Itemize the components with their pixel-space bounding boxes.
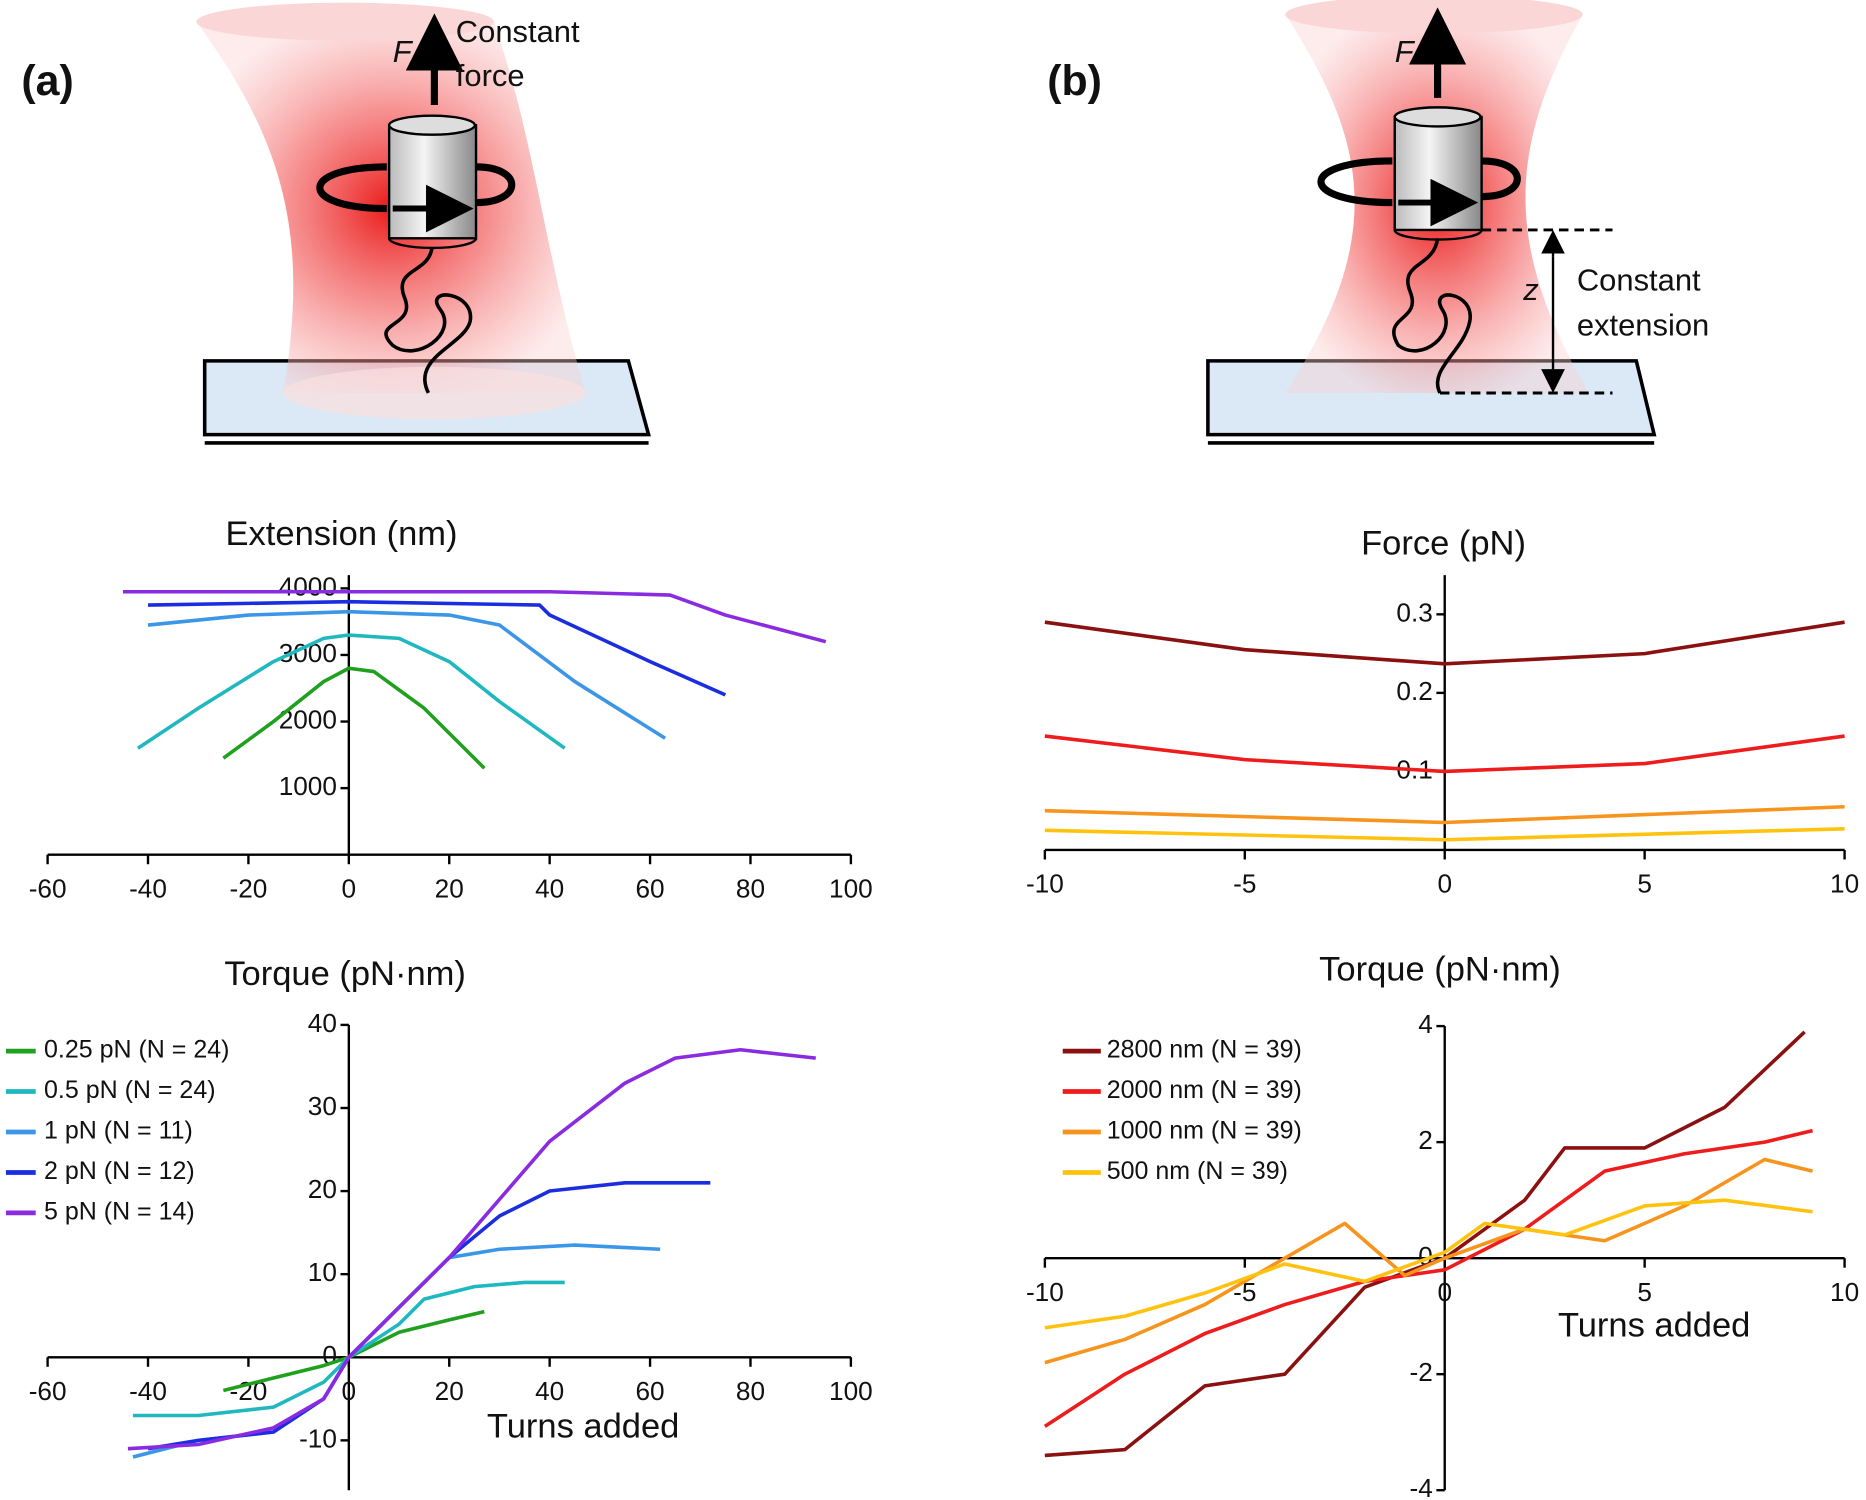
x-tick-label: 60 [636, 873, 665, 903]
x-tick-label: 0 [342, 1376, 357, 1406]
x-tick-label: -40 [129, 873, 167, 903]
x-tick-label: 60 [636, 1376, 665, 1406]
series-line [122, 589, 827, 644]
y-tick-label: -2 [1410, 1357, 1433, 1387]
x-tick-label: -5 [1233, 869, 1256, 899]
x-tick-label: -20 [230, 873, 268, 903]
y-tick-label: 40 [308, 1008, 337, 1038]
y-tick-label: -10 [299, 1423, 337, 1453]
series-line [1044, 1198, 1813, 1330]
force-label: F [393, 34, 414, 69]
diagram-a [196, 2, 651, 445]
legend-label: 1000 nm (N = 39) [1107, 1117, 1302, 1145]
x-tick-label: 0 [1437, 1277, 1452, 1307]
x-tick-label: 20 [435, 1376, 464, 1406]
series-line [1044, 734, 1845, 774]
y-tick-label: 10 [308, 1257, 337, 1287]
legend-label: 2000 nm (N = 39) [1107, 1076, 1302, 1104]
legend-label: 0.5 pN (N = 24) [44, 1076, 216, 1104]
x-tick-label: 100 [829, 873, 873, 903]
series-line [1044, 826, 1845, 842]
x-tick-label: 5 [1637, 869, 1652, 899]
y-tick-label: -4 [1410, 1473, 1433, 1500]
note: Constant [456, 14, 580, 49]
x-tick-label: 40 [535, 873, 564, 903]
series-line [132, 1280, 565, 1418]
legend-label: 1 pN (N = 11) [44, 1117, 193, 1145]
x-tick-label: -60 [29, 1376, 67, 1406]
y-tick-label: 4 [1418, 1009, 1433, 1039]
series-line [222, 666, 486, 770]
legend-label: 5 pN (N = 14) [44, 1198, 195, 1226]
x-tick-label: 0 [1437, 869, 1452, 899]
diagram-b [1206, 0, 1657, 445]
series-line [1043, 1128, 1813, 1428]
series-line [148, 599, 727, 697]
legend-label: 0.25 pN (N = 24) [44, 1036, 229, 1064]
panel-label: (a) [21, 57, 73, 105]
y-tick-label: 0.2 [1396, 676, 1432, 706]
x-tick-label: 40 [535, 1376, 564, 1406]
x-tick-label: -10 [1026, 1277, 1064, 1307]
force-label: F [1395, 34, 1416, 69]
note: extension [1577, 308, 1709, 343]
chart-title: Extension (nm) [226, 515, 458, 553]
note: force [456, 58, 525, 93]
y-tick-label: 30 [308, 1091, 337, 1121]
series-line [1044, 1157, 1813, 1365]
legend-label: 2 pN (N = 12) [44, 1157, 195, 1185]
x-tick-label: 20 [435, 873, 464, 903]
y-tick-label: 0.3 [1396, 597, 1432, 627]
x-tick-label: 100 [829, 1376, 873, 1406]
y-tick-label: 1000 [279, 771, 337, 801]
series-line [127, 1047, 816, 1451]
y-tick-label: 3000 [279, 638, 337, 668]
x-axis-label: Turns added [1558, 1306, 1750, 1344]
x-tick-label: 80 [736, 873, 765, 903]
y-tick-label: 4000 [279, 571, 337, 601]
chart-title: Force (pN) [1361, 524, 1526, 562]
x-tick-label: -10 [1026, 869, 1064, 899]
legend-label: 500 nm (N = 39) [1107, 1157, 1288, 1185]
x-tick-label: -40 [129, 1376, 167, 1406]
x-tick-label: 0 [342, 873, 357, 903]
distance-label: z [1522, 272, 1539, 307]
note: Constant [1577, 262, 1701, 297]
series-line [1044, 620, 1845, 666]
series-line [1044, 804, 1845, 825]
x-tick-label: 10 [1830, 1277, 1859, 1307]
chart-title: Torque (pN·nm) [1319, 950, 1561, 988]
y-tick-label: 2 [1418, 1125, 1433, 1155]
series-line [136, 633, 566, 750]
panel-label: (b) [1047, 57, 1102, 105]
chart-title: Torque (pN·nm) [224, 955, 466, 993]
y-tick-label: 20 [308, 1174, 337, 1204]
x-axis-label: Turns added [487, 1407, 679, 1445]
x-tick-label: 10 [1830, 869, 1859, 899]
x-tick-label: 80 [736, 1376, 765, 1406]
x-tick-label: -60 [29, 873, 67, 903]
legend-label: 2800 nm (N = 39) [1107, 1036, 1302, 1064]
series-line [147, 609, 667, 740]
x-tick-label: 5 [1637, 1277, 1652, 1307]
